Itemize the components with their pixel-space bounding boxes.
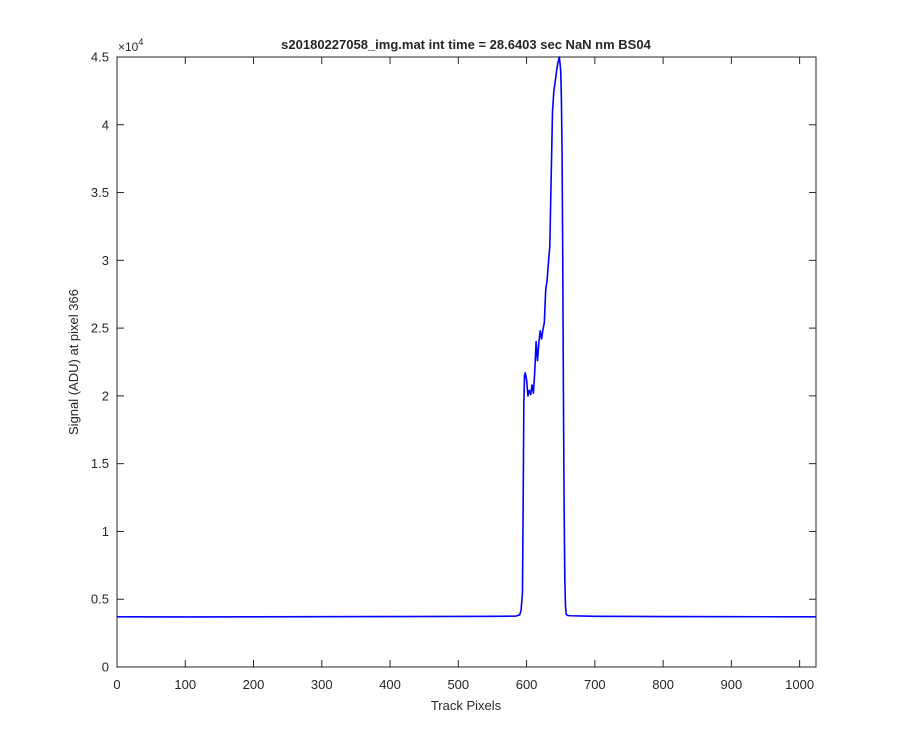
y-tick-label: 0.5 [91,592,109,607]
x-tick-label: 500 [447,677,469,692]
x-axis-ticks: 0 100 200 300 400 500 600 700 800 900 1000 [113,57,814,692]
y-tick-label: 0 [102,660,109,675]
x-tick-label: 700 [584,677,606,692]
y-tick-label: 2 [102,388,109,403]
x-tick-label: 100 [174,677,196,692]
chart-title: s20180227058_img.mat int time = 28.6403 … [281,37,651,52]
x-tick-label: 400 [379,677,401,692]
x-axis-label: Track Pixels [431,698,502,713]
x-tick-label: 1000 [785,677,814,692]
x-tick-label: 900 [721,677,743,692]
plot-area [117,57,816,667]
y-tick-label: 2.5 [91,321,109,336]
x-tick-label: 300 [311,677,333,692]
y-axis-ticks: 0 0.5 1 1.5 2 2.5 3 3.5 4 4.5 [91,50,816,675]
y-tick-label: 3.5 [91,185,109,200]
y-tick-label: 3 [102,253,109,268]
x-tick-label: 600 [516,677,538,692]
y-tick-label: 1 [102,524,109,539]
x-tick-label: 800 [652,677,674,692]
x-tick-label: 200 [243,677,265,692]
y-tick-label: 1.5 [91,456,109,471]
y-tick-label: 4 [102,117,109,132]
y-axis-label: Signal (ADU) at pixel 366 [66,289,81,435]
x-tick-label: 0 [113,677,120,692]
y-axis-exponent: ×104 [118,37,143,54]
y-tick-label: 4.5 [91,50,109,65]
axes-box [116,56,817,668]
signal-series-line [116,56,817,618]
